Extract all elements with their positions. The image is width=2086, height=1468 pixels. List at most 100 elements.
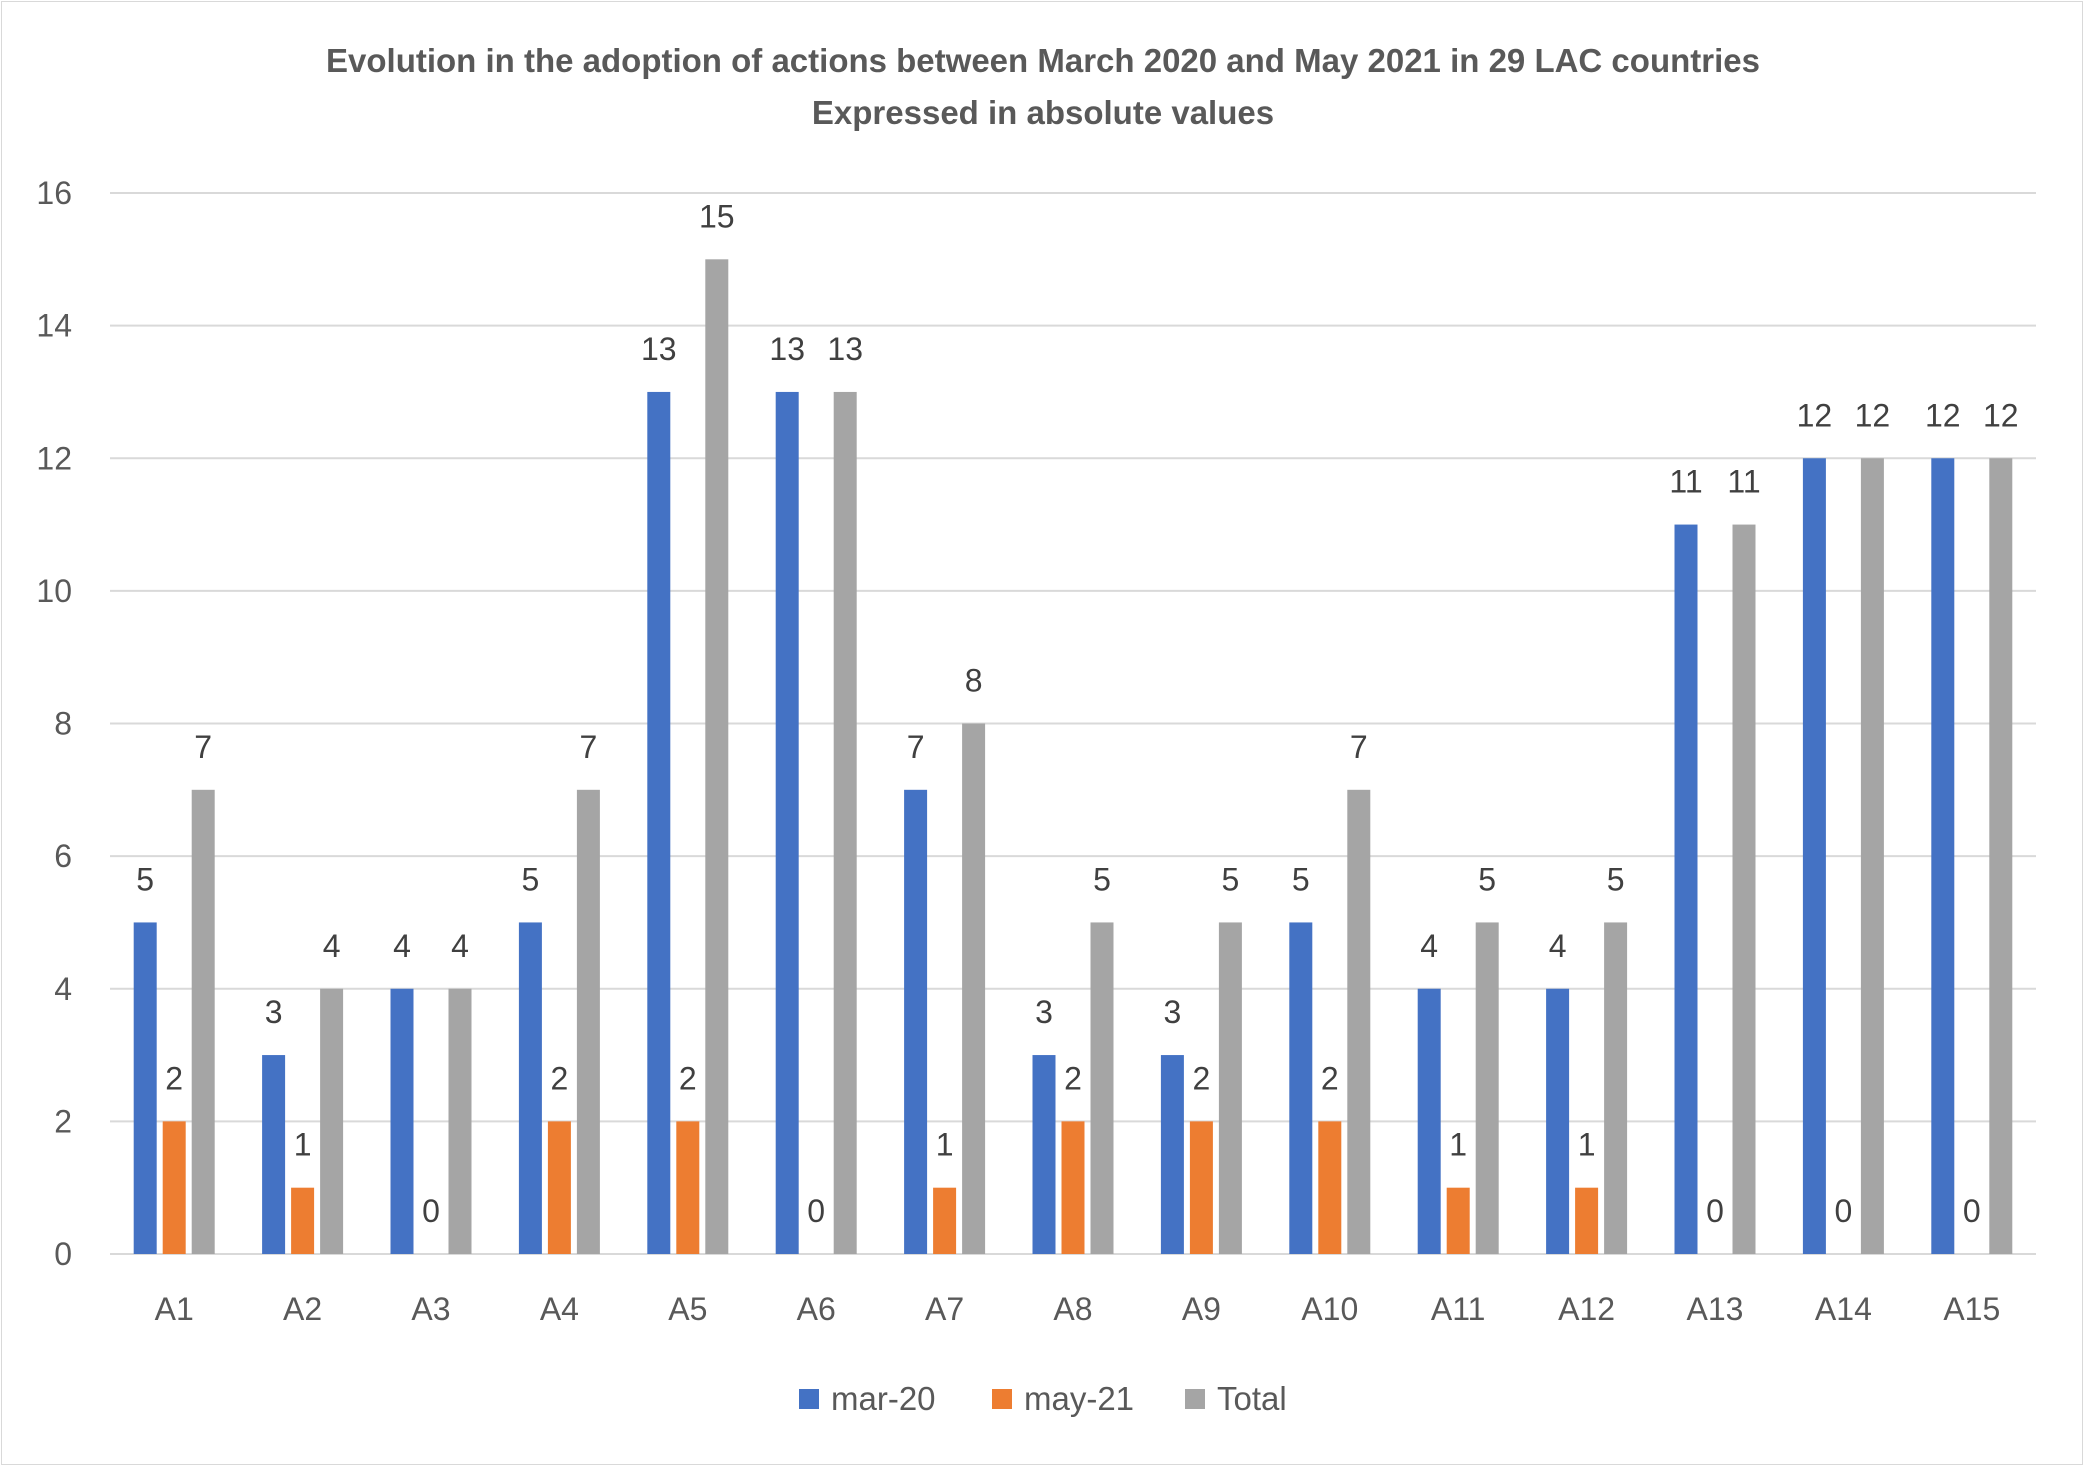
data-label: 11 [1727,464,1760,500]
bar-mar-20-A7 [904,789,928,1254]
bar-mar-20-A9 [1160,1055,1184,1254]
bar-may-21-A10 [1318,1121,1342,1254]
bar-may-21-A11 [1446,1187,1470,1254]
data-label: 5 [522,861,540,897]
bars [133,259,2013,1254]
bar-Total-A13 [1732,524,1756,1254]
bar-Total-A7 [962,723,986,1254]
x-category-label: A5 [668,1291,707,1327]
x-category-label: A1 [155,1291,194,1327]
legend-swatch-may-21 [992,1389,1012,1409]
data-label: 7 [580,729,598,765]
x-category-label: A9 [1182,1291,1221,1327]
data-label: 5 [1292,861,1310,897]
bar-Total-A15 [1989,458,2013,1254]
bar-Total-A4 [576,789,600,1254]
bar-Total-A1 [191,789,215,1254]
data-label: 5 [1607,861,1625,897]
bar-may-21-A7 [933,1187,957,1254]
data-label: 1 [1449,1127,1467,1163]
bar-mar-20-A2 [262,1055,286,1254]
bar-Total-A10 [1347,789,1371,1254]
data-label: 0 [1963,1193,1981,1229]
data-label: 12 [1797,397,1833,433]
y-tick-label: 12 [36,440,72,476]
data-label: 12 [1855,397,1891,433]
bar-Total-A11 [1475,922,1499,1254]
bar-mar-20-A10 [1289,922,1313,1254]
bar-Total-A6 [833,391,857,1254]
x-category-label: A10 [1301,1291,1358,1327]
x-category-label: A12 [1558,1291,1615,1327]
bar-mar-20-A5 [647,391,671,1254]
bar-mar-20-A12 [1546,988,1570,1254]
y-axis-ticks: 0 2 4 6 8 10 12 14 16 [36,175,72,1272]
data-label: 8 [965,663,983,699]
data-label: 4 [451,928,469,964]
chart-title: Evolution in the adoption of actions bet… [326,42,1760,79]
bar-Total-A14 [1860,458,1884,1254]
data-label: 0 [1835,1193,1853,1229]
x-category-label: A3 [411,1291,450,1327]
x-category-label: A8 [1053,1291,1092,1327]
x-category-label: A14 [1815,1291,1872,1327]
bar-may-21-A9 [1189,1121,1213,1254]
data-label: 1 [936,1127,954,1163]
bar-mar-20-A11 [1417,988,1441,1254]
bar-Total-A3 [448,988,472,1254]
x-category-label: A4 [540,1291,579,1327]
data-label: 7 [1350,729,1368,765]
data-label: 2 [1193,1060,1211,1096]
y-tick-label: 0 [54,1236,72,1272]
bar-mar-20-A14 [1802,458,1826,1254]
bar-may-21-A12 [1575,1187,1599,1254]
data-label: 2 [679,1060,697,1096]
data-label: 5 [1093,861,1111,897]
data-label: 0 [1706,1193,1724,1229]
data-label: 3 [265,994,283,1030]
data-label: 2 [551,1060,569,1096]
data-label: 5 [136,861,154,897]
y-tick-label: 4 [54,971,72,1007]
data-label: 4 [1420,928,1438,964]
data-label: 13 [769,331,805,367]
bar-mar-20-A13 [1674,524,1698,1254]
data-label: 12 [1983,397,2019,433]
bar-Total-A2 [320,988,344,1254]
data-label: 4 [323,928,341,964]
data-label: 2 [1321,1060,1339,1096]
bar-may-21-A1 [162,1121,186,1254]
data-label: 1 [294,1127,312,1163]
data-label: 7 [194,729,212,765]
x-category-label: A11 [1431,1291,1486,1327]
bar-mar-20-A15 [1931,458,1955,1254]
bar-Total-A5 [705,259,729,1254]
data-label: 3 [1035,994,1053,1030]
data-label: 3 [1164,994,1182,1030]
bar-may-21-A2 [291,1187,315,1254]
y-tick-label: 6 [54,838,72,874]
data-label: 15 [699,198,735,234]
gridlines [110,192,2036,1255]
data-label: 12 [1925,397,1961,433]
data-label: 5 [1478,861,1496,897]
bar-may-21-A8 [1061,1121,1085,1254]
legend-label: may-21 [1024,1380,1134,1417]
legend-label: mar-20 [831,1380,936,1417]
x-category-label: A15 [1943,1291,2000,1327]
chart-subtitle: Expressed in absolute values [812,94,1274,131]
x-axis-categories: A1 A2 A3 A4 A5 A6 A7 A8 A9 A10 A11 A12 A13 A14 A15 [155,1291,2001,1327]
bar-may-21-A4 [547,1121,571,1254]
data-label: 5 [1222,861,1240,897]
data-label: 2 [1064,1060,1082,1096]
x-category-label: A2 [283,1291,322,1327]
x-category-label: A13 [1687,1291,1744,1327]
data-label: 1 [1578,1127,1596,1163]
y-tick-label: 8 [54,706,72,742]
bar-mar-20-A3 [390,988,414,1254]
data-label: 4 [393,928,411,964]
bar-mar-20-A8 [1032,1055,1056,1254]
legend-label: Total [1217,1380,1287,1417]
